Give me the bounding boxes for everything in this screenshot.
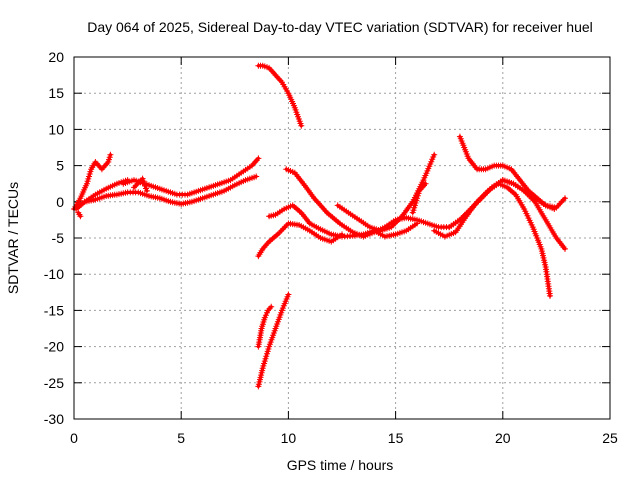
x-tick-label: 5 [177, 430, 185, 446]
y-tick-label: 0 [56, 194, 64, 210]
chart-title: Day 064 of 2025, Sidereal Day-to-day VTE… [87, 19, 593, 35]
y-tick-label: -25 [44, 375, 64, 391]
series-markers [255, 291, 292, 390]
series-trace [121, 156, 260, 197]
series-track-5 [120, 155, 262, 198]
y-tick-label: 10 [48, 121, 64, 137]
x-tick-label: 15 [388, 430, 404, 446]
series-markers [131, 175, 150, 194]
x-axis-label: GPS time / hours [287, 457, 394, 473]
series-track-4 [75, 209, 84, 220]
data-layer [71, 62, 568, 390]
x-tick-label: 20 [495, 430, 511, 446]
series-track-3 [73, 173, 260, 213]
x-tick-label: 0 [70, 430, 78, 446]
series-track-9 [255, 220, 345, 260]
axis-ticks: 0 5 10 15 20 25 20 15 10 5 0 -5 -10 -15 -20 -25 -30 [44, 49, 618, 446]
series-track-6 [131, 175, 150, 194]
series-track-15 [446, 177, 568, 231]
y-tick-label: 5 [56, 158, 64, 174]
series-trace [256, 64, 303, 128]
series-markers [409, 180, 429, 216]
series-track-14 [456, 133, 558, 212]
y-tick-label: 15 [48, 85, 64, 101]
y-tick-label: -10 [44, 266, 64, 282]
series-markers [446, 177, 568, 231]
series-markers [73, 173, 260, 213]
series-track-17 [255, 291, 292, 390]
plot-frame [73, 56, 611, 420]
y-tick-label: -30 [44, 411, 64, 427]
y-tick-label: -20 [44, 339, 64, 355]
series-track-12 [409, 180, 429, 216]
y-axis-label: SDTVAR / TECUs [5, 182, 21, 294]
series-markers [255, 220, 345, 260]
x-tick-label: 25 [602, 430, 618, 446]
y-tick-label: -15 [44, 302, 64, 318]
series-track-1 [71, 151, 114, 213]
series-markers [255, 303, 275, 350]
series-markers [334, 151, 438, 234]
series-track-16 [255, 303, 275, 350]
series-markers [120, 155, 262, 198]
x-tick-label: 10 [281, 430, 297, 446]
series-markers [456, 133, 558, 212]
y-tick-label: -5 [52, 230, 65, 246]
series-markers [255, 62, 305, 129]
series-markers [75, 209, 84, 220]
y-tick-label: 20 [48, 49, 64, 65]
series-track-7 [255, 62, 305, 129]
